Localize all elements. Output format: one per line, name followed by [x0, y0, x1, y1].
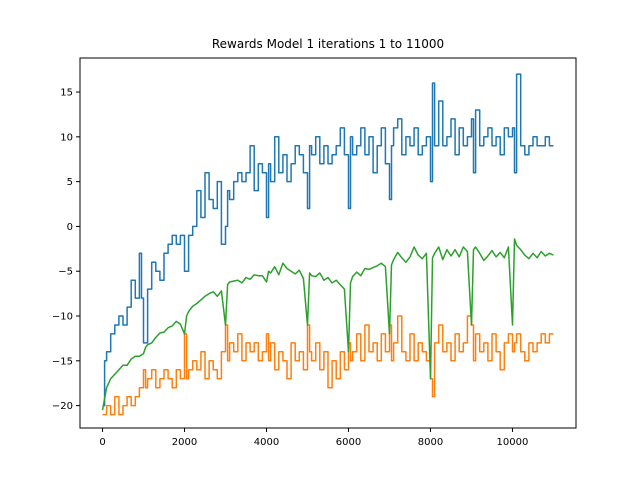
y-tick-label: 0	[67, 222, 73, 233]
y-tick-label: 10	[60, 132, 73, 143]
series-line-2	[102, 315, 554, 416]
y-tick-label: 15	[60, 88, 73, 99]
x-tick-label: 4000	[254, 437, 279, 448]
x-tick-label: 6000	[336, 437, 361, 448]
y-axis: −20 −15 −10 −5 0 5 10 15	[52, 88, 80, 412]
y-tick-label: 5	[67, 177, 73, 188]
x-axis: 0 2000 4000 6000 8000 10000	[99, 428, 528, 448]
plot-frame	[79, 57, 577, 429]
x-tick-label: 0	[99, 437, 105, 448]
y-tick-label: −10	[52, 312, 73, 323]
x-tick-label: 2000	[172, 437, 197, 448]
y-tick-label: −15	[52, 356, 73, 367]
x-tick-label: 8000	[418, 437, 443, 448]
series-layer	[101, 73, 554, 416]
x-tick-label: 10000	[497, 437, 529, 448]
series-line-3	[101, 238, 554, 411]
y-tick-label: −20	[52, 401, 73, 412]
y-tick-label: −5	[58, 267, 73, 278]
chart-title: Rewards Model 1 iterations 1 to 11000	[212, 37, 444, 51]
series-line-1	[102, 73, 554, 407]
